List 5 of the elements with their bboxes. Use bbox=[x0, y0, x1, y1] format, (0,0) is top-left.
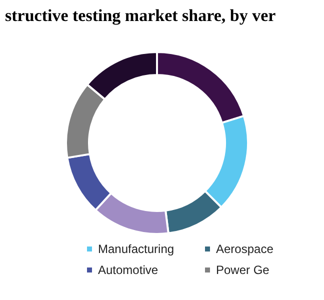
legend-label: Power Ge bbox=[216, 263, 270, 277]
chart-title: structive testing market share, by ver bbox=[5, 6, 276, 25]
legend-label: Aerospace bbox=[216, 242, 274, 256]
legend-label: Automotive bbox=[98, 263, 158, 277]
legend-label: Manufacturing bbox=[98, 242, 174, 256]
